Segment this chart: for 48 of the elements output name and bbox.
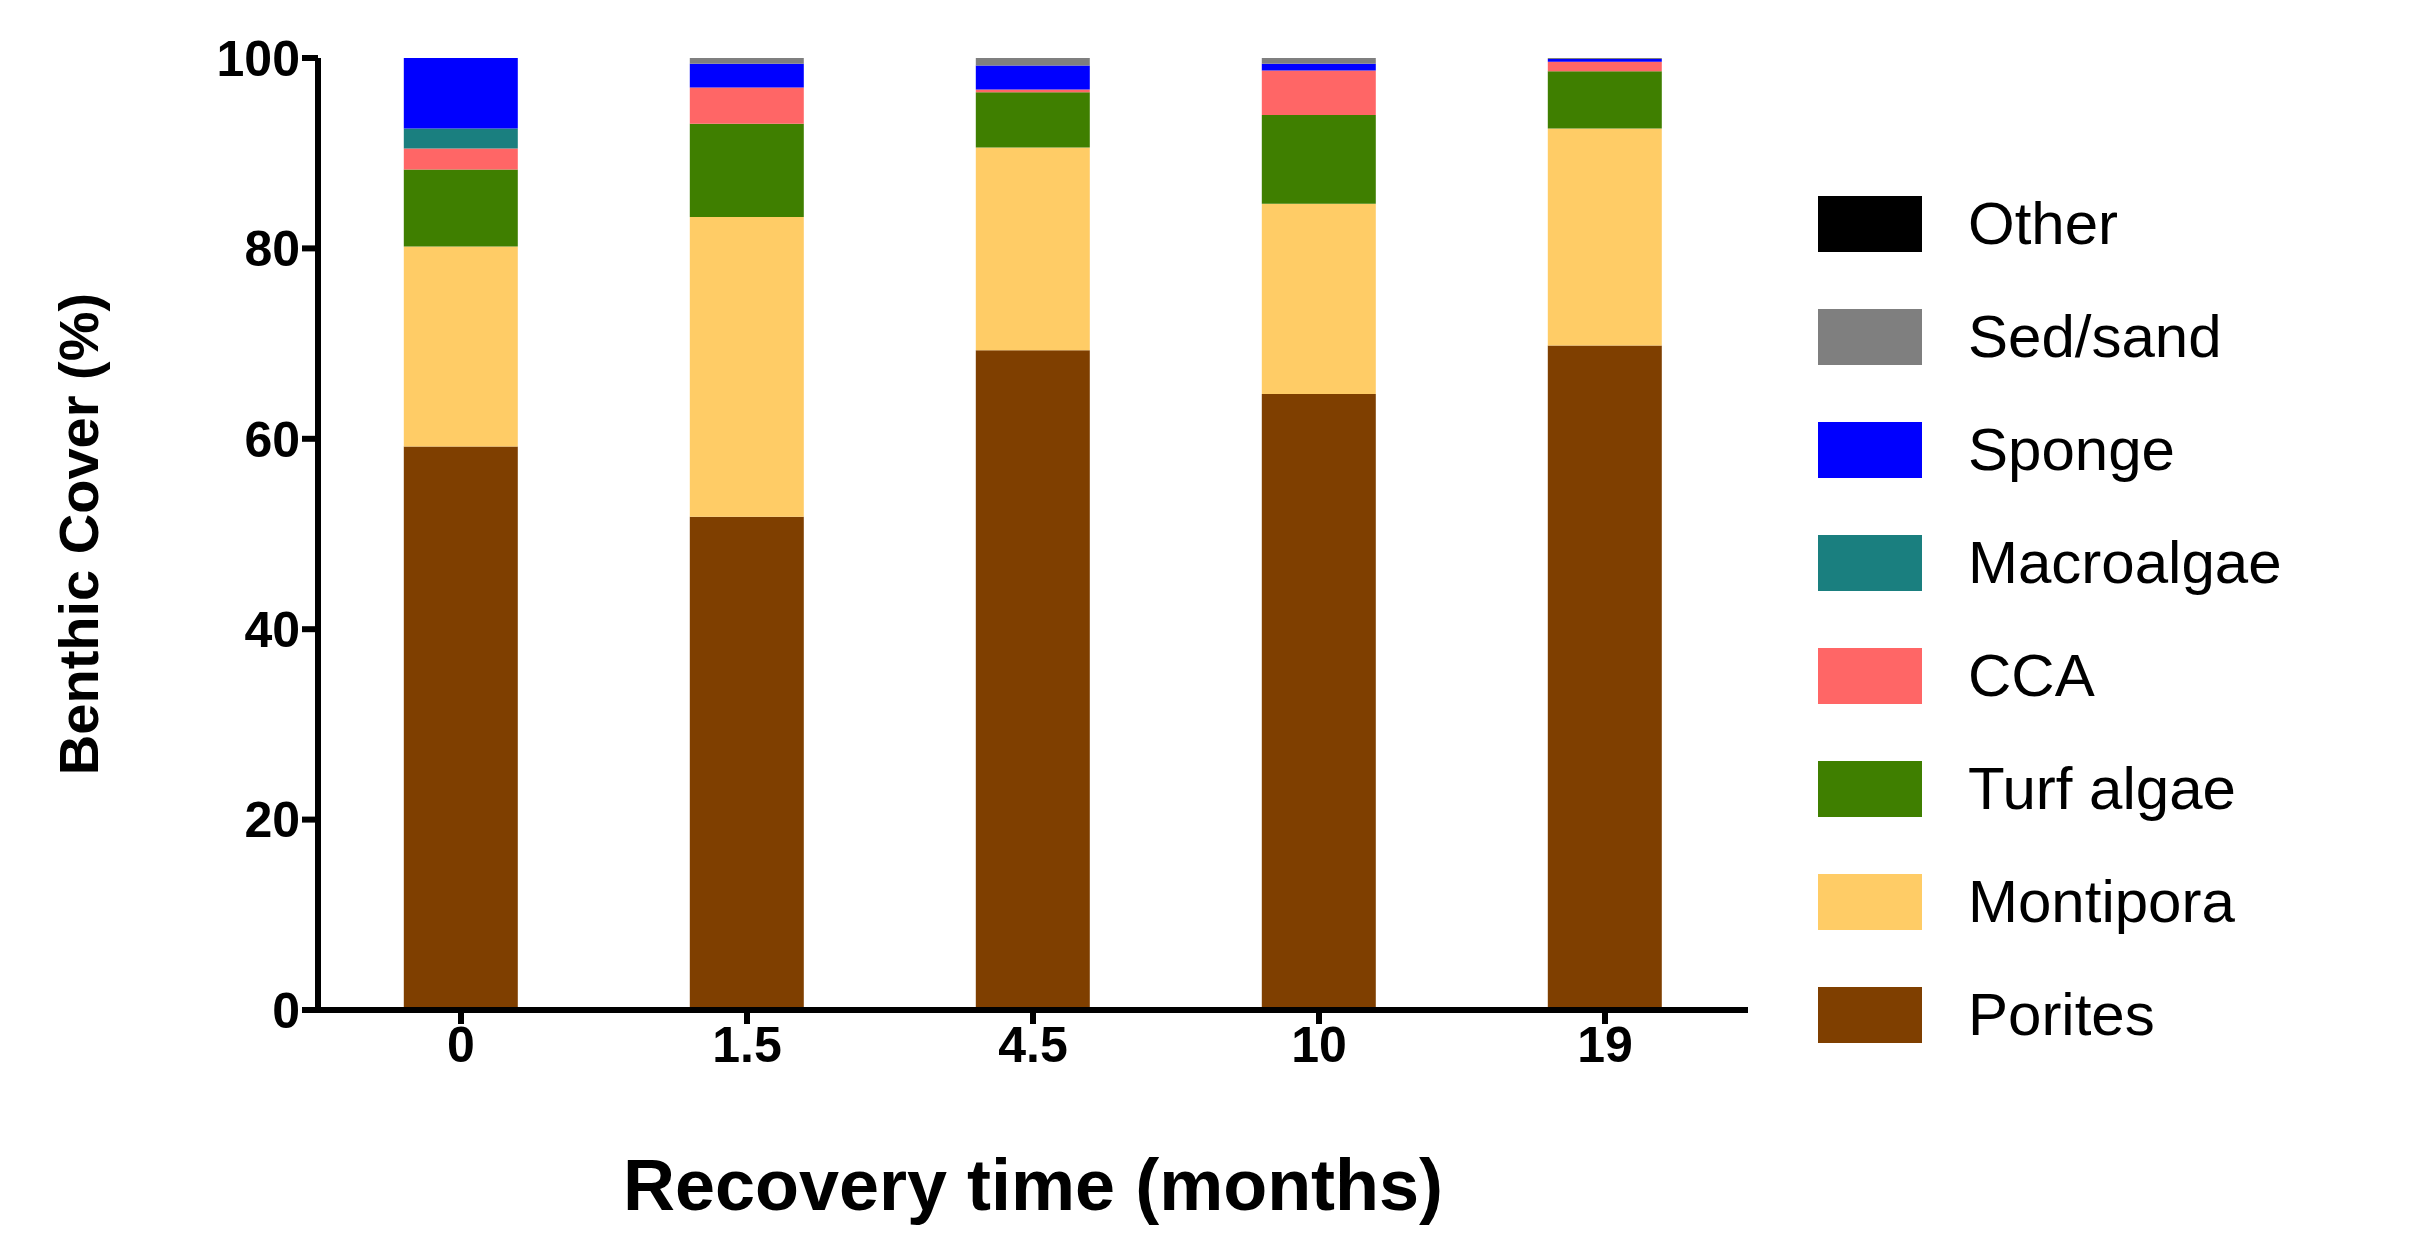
y-axis-title: Benthic Cover (%) — [46, 292, 110, 776]
bar — [975, 89, 1090, 93]
legend-label: Sponge — [1968, 415, 2175, 484]
bar — [1547, 345, 1662, 1010]
bar — [1547, 128, 1662, 346]
x-tick-label: 19 — [1577, 1016, 1633, 1073]
bar — [403, 128, 518, 149]
bar — [689, 63, 804, 88]
bar — [1261, 63, 1376, 71]
bar — [1261, 203, 1376, 395]
y-tick-label: 100 — [216, 30, 300, 87]
legend-label: Turf algae — [1968, 754, 2236, 823]
x-axis-title: Recovery time (months) — [622, 1145, 1444, 1225]
bar — [689, 516, 804, 1010]
y-tick-label: 20 — [244, 792, 300, 849]
legend-label: CCA — [1968, 641, 2095, 710]
bar — [403, 246, 518, 447]
x-tick-label: 4.5 — [998, 1016, 1068, 1073]
bar — [689, 123, 804, 217]
legend-label: Sed/sand — [1968, 302, 2222, 371]
x-tick-label: 1.5 — [712, 1016, 782, 1073]
bar — [403, 169, 518, 247]
bar — [975, 58, 1090, 66]
bar — [975, 147, 1090, 351]
bar — [1547, 71, 1662, 129]
bar — [975, 350, 1090, 1010]
bar — [975, 65, 1090, 90]
bar — [689, 87, 804, 124]
x-tick-label: 0 — [447, 1016, 475, 1073]
bar — [689, 216, 804, 517]
legend-label: Montipora — [1968, 867, 2235, 936]
bar — [689, 58, 804, 64]
bar — [403, 148, 518, 170]
x-tick-label: 10 — [1291, 1016, 1347, 1073]
bar — [1261, 115, 1376, 204]
y-tick-label: 60 — [244, 411, 300, 468]
bar — [1261, 58, 1376, 64]
bar — [975, 92, 1090, 148]
legend-label: Macroalgae — [1968, 528, 2282, 597]
bar — [1261, 70, 1376, 116]
legend-label: Other — [1968, 189, 2119, 258]
y-tick-label: 40 — [244, 601, 300, 658]
bar — [403, 446, 518, 1010]
y-tick-label: 80 — [244, 221, 300, 278]
bar — [1261, 394, 1376, 1010]
bar — [403, 58, 518, 129]
legend-label: Porites — [1968, 980, 2155, 1049]
bar — [1547, 61, 1662, 72]
